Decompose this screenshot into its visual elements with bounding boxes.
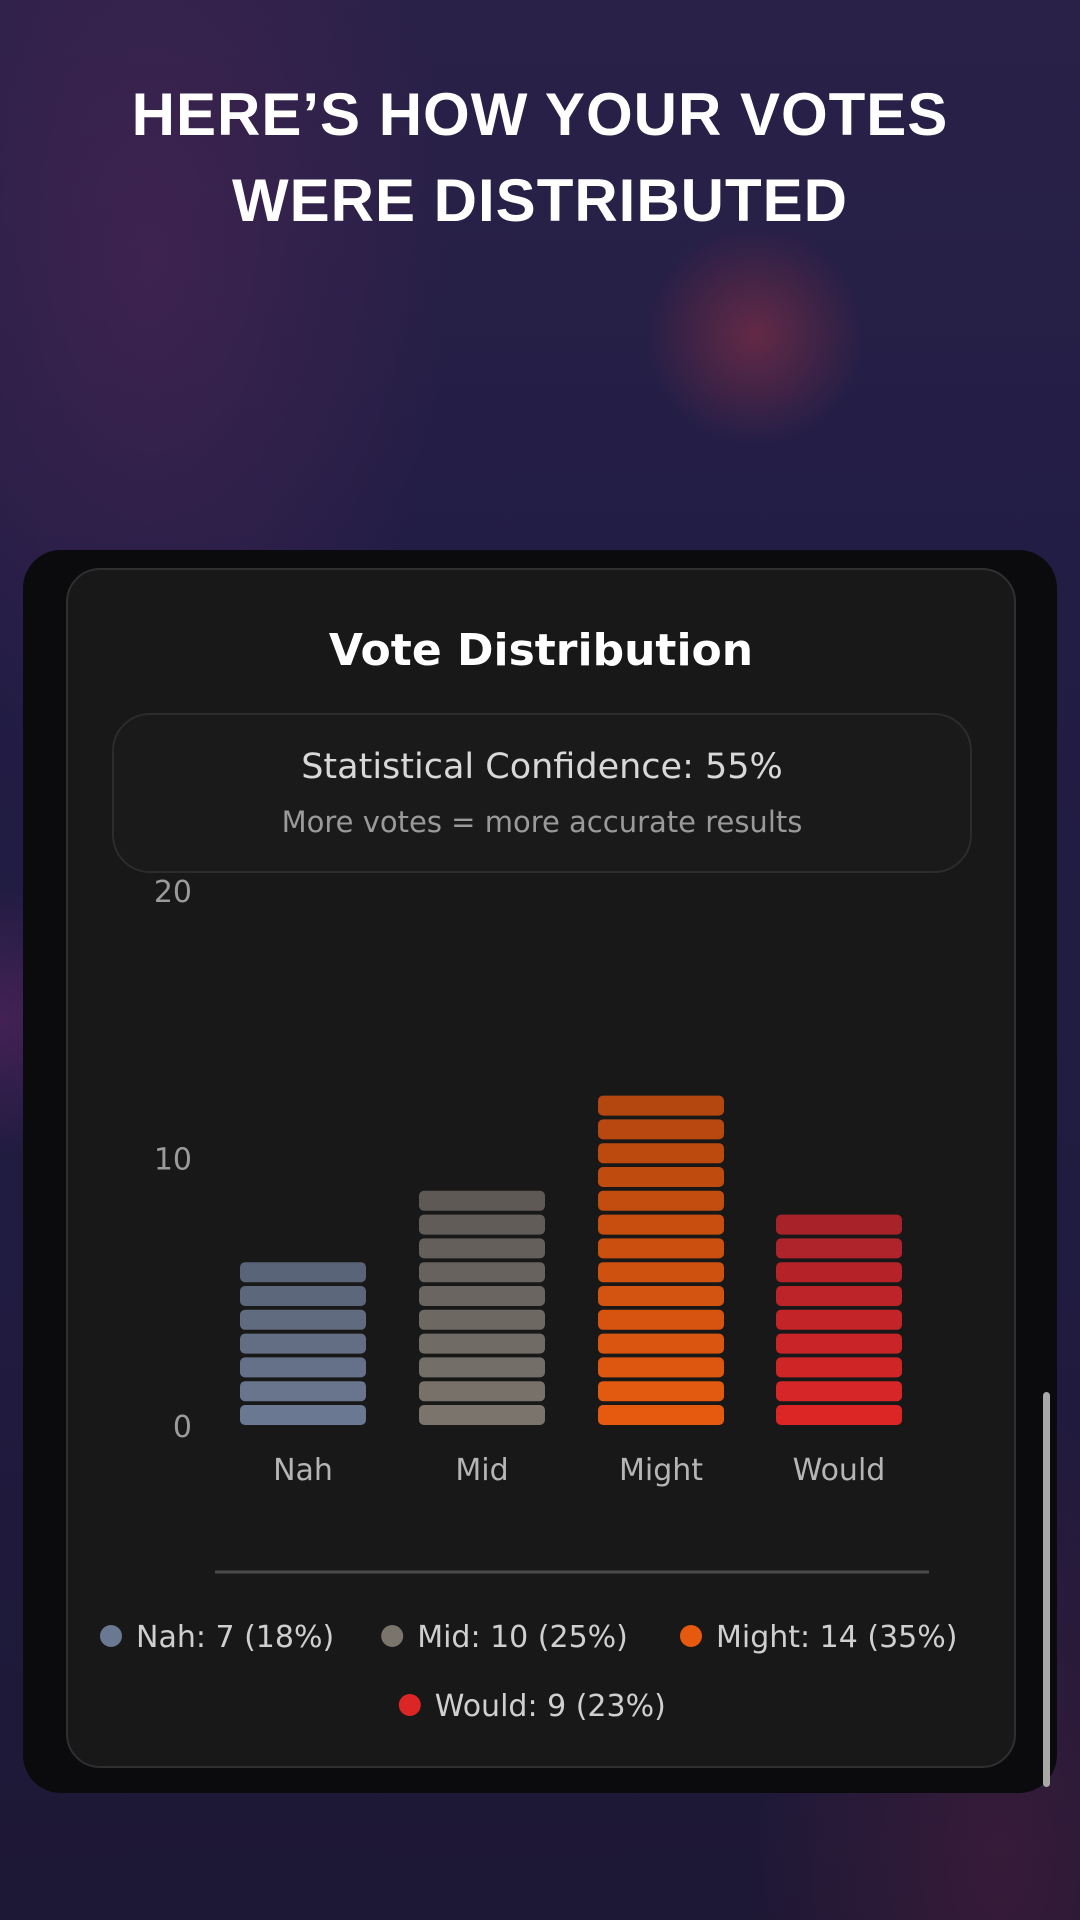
bar-segment [419,1381,545,1402]
y-tick-label: 0 [173,1410,192,1445]
x-tick-label: Mid [455,1453,508,1488]
bar-segment [240,1309,366,1330]
headline-line-2: WERE DISTRIBUTED [232,167,848,234]
bar-segment [240,1286,366,1306]
bar-nah [240,1262,366,1425]
y-tick-label: 20 [154,875,192,910]
legend-item-label: Would: 9 (23%) [435,1689,666,1724]
bar-segment [419,1286,545,1306]
bar-segment [419,1262,545,1283]
bar-segment [776,1262,902,1283]
legend-dot [100,1625,122,1647]
confidence-subtext: More votes = more accurate results [281,805,803,839]
bar-segment [419,1357,545,1378]
bar-segment [240,1357,366,1378]
bar-segment [776,1286,902,1306]
bar-segment [419,1214,545,1235]
bar-mid [419,1190,545,1425]
scrollbar[interactable] [1043,1392,1050,1787]
bar-segment [598,1214,724,1235]
confidence-box: Statistical Confidence: 55% More votes =… [112,713,972,873]
bar-segment [776,1309,902,1330]
bar-segment [598,1405,724,1425]
bar-segment [419,1190,545,1211]
x-tick-label: Would [793,1453,886,1488]
bar-segment [598,1333,724,1354]
legend-item-label: Nah: 7 (18%) [136,1620,334,1655]
x-tick-label: Might [619,1453,703,1488]
headline-line-1: HERE’S HOW YOUR VOTES [131,81,949,148]
bar-would [776,1214,902,1425]
legend-dot [381,1625,404,1647]
bar-segment [776,1333,902,1354]
bar-segment [776,1357,902,1378]
y-tick-label: 10 [154,1143,192,1178]
bar-segment [598,1286,724,1306]
bar-segment [419,1238,545,1259]
bar-segment [598,1119,724,1140]
vote-distribution-card: Vote Distribution Statistical Confidence… [66,568,1016,1768]
bar-segment [240,1262,366,1283]
bar-segment [598,1238,724,1259]
card-title: Vote Distribution [328,625,754,676]
bar-segment [419,1333,545,1354]
bar-segment [598,1095,724,1116]
bar-segment [598,1190,724,1211]
legend-dot [680,1625,702,1647]
bar-segment [240,1405,366,1425]
page-headline: HERE’S HOW YOUR VOTES WERE DISTRIBUTED [0,72,1080,244]
legend-dot [398,1694,421,1716]
bar-segment [776,1405,902,1425]
bar-segment [776,1214,902,1235]
x-tick-label: Nah [273,1453,333,1488]
bar-segment [776,1238,902,1259]
bar-segment [598,1143,724,1164]
legend-item-label: Might: 14 (35%) [716,1620,957,1655]
legend-item-label: Mid: 10 (25%) [417,1620,628,1655]
bar-segment [598,1167,724,1187]
bar-segment [240,1333,366,1354]
bar-segment [419,1309,545,1330]
bar-segment [776,1381,902,1402]
bar-segment [240,1381,366,1402]
bar-segment [598,1381,724,1402]
bar-segment [598,1309,724,1330]
confidence-text: Statistical Confidence: 55% [301,747,783,787]
bar-might [598,1095,724,1425]
bar-segment [598,1262,724,1283]
bar-segment [419,1405,545,1425]
bar-segment [598,1357,724,1378]
